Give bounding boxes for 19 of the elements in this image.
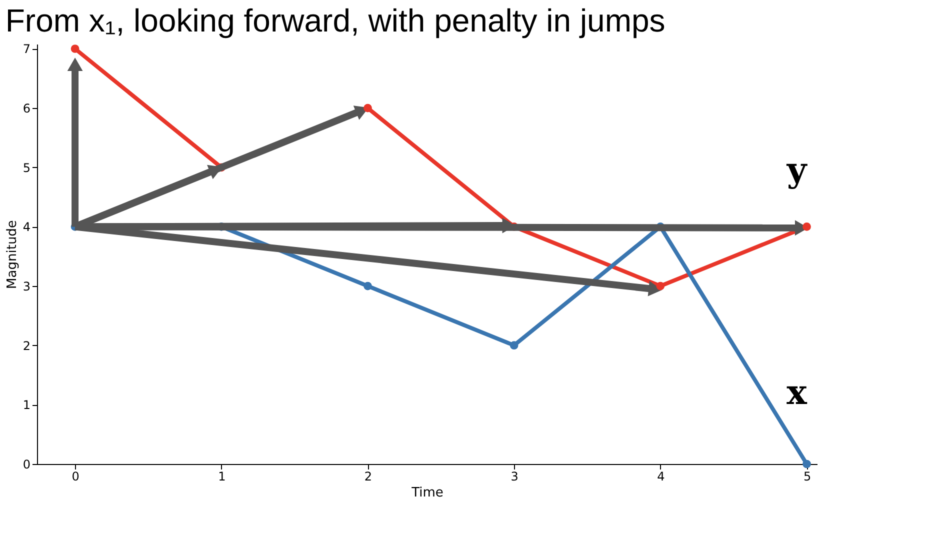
chart-title: From x₁, looking forward, with penalty in jumps bbox=[5, 2, 666, 39]
y-tick-label: 2 bbox=[22, 338, 30, 353]
y-tick-label: 0 bbox=[22, 458, 30, 472]
y-tick-label: 7 bbox=[22, 42, 30, 56]
x-tick-label: 4 bbox=[657, 470, 665, 484]
series-label: x bbox=[786, 373, 808, 413]
y-tick-label: 4 bbox=[22, 220, 30, 234]
y-tick-label: 6 bbox=[22, 102, 30, 116]
x-tick-label: 3 bbox=[510, 470, 518, 484]
y-tick-label: 1 bbox=[22, 398, 30, 412]
y-tick-label: 3 bbox=[22, 280, 30, 294]
x-axis-title: Time bbox=[410, 486, 444, 500]
y-tick-label: 5 bbox=[22, 160, 30, 175]
y-axis-title: Magnitude bbox=[4, 220, 20, 289]
series-label: y bbox=[786, 150, 808, 191]
x-tick-label: 2 bbox=[364, 470, 372, 484]
x-tick-label: 1 bbox=[218, 470, 226, 484]
x-tick-label: 0 bbox=[72, 470, 80, 484]
x-tick-label: 5 bbox=[803, 470, 812, 484]
